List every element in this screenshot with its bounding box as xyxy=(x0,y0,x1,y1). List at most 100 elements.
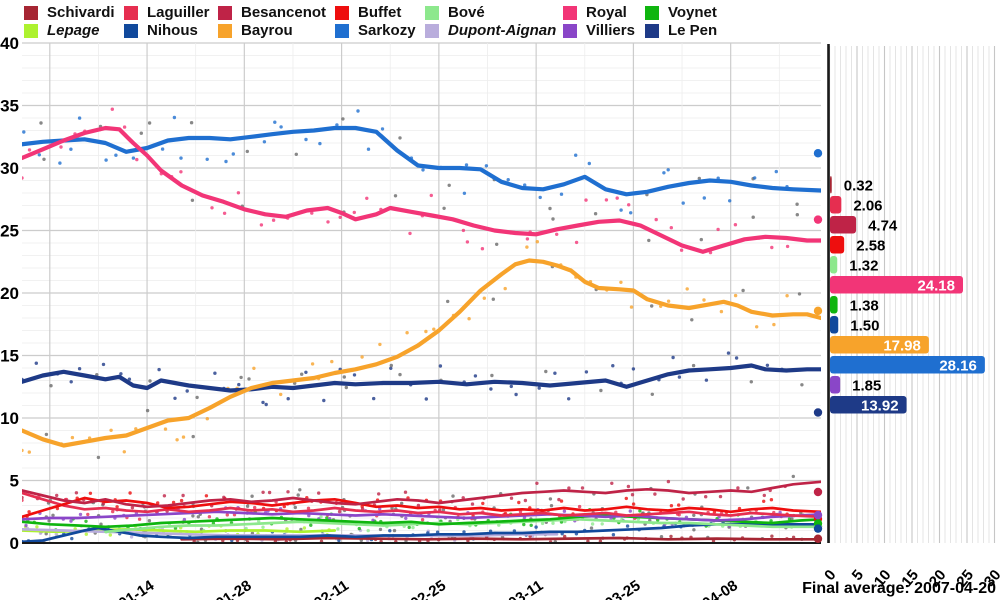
scatter-point-bayrou xyxy=(109,428,113,432)
scatter-point-bayrou xyxy=(755,325,759,329)
legend-label-besancenot: Besancenot xyxy=(241,4,327,21)
x-tick-label: 2007-04-08 xyxy=(667,577,741,600)
scatter-point-royal xyxy=(593,212,598,216)
scatter-point-buffet xyxy=(549,504,554,508)
scatter-point-sarkozy xyxy=(189,121,194,125)
scatter-point-bayrou xyxy=(491,297,495,301)
final-bar-voynet xyxy=(830,296,838,314)
scatter-point-sarkozy xyxy=(179,156,183,160)
scatter-point-royal xyxy=(495,242,499,246)
scatter-point-bayrou xyxy=(279,392,283,397)
scatter-point-buffet xyxy=(128,491,132,495)
scatter-point-bayrou xyxy=(360,355,364,359)
scatter-point-bayrou xyxy=(424,329,428,334)
scatter-point-bayrou xyxy=(785,294,789,298)
scatter-point-bayrou xyxy=(389,363,393,368)
scatter-point-sarkozy xyxy=(39,121,43,125)
scatter-point-sarkozy xyxy=(559,192,564,196)
scatter-point-voynet xyxy=(84,519,88,523)
scatter-point-sarkozy xyxy=(666,168,670,172)
y-axis-labels: 0 5 10 15 20 25 30 35 40 xyxy=(0,34,19,553)
scatter-point-besancenot xyxy=(74,491,79,495)
scatter-point-lepen xyxy=(704,378,709,382)
scatter-point-royal xyxy=(236,191,241,195)
scatter-point-buffet xyxy=(631,502,636,506)
scatter-point-bayrou xyxy=(467,317,471,321)
scatter-point-lepen xyxy=(264,402,268,407)
scatter-point-bayrou xyxy=(310,362,315,366)
legend-label-villiers: Villiers xyxy=(586,22,635,39)
scatter-point-royal xyxy=(584,198,588,202)
scatter-point-lepen xyxy=(473,374,478,378)
scatter-point-buffet xyxy=(156,501,160,505)
scatter-point-buffet xyxy=(88,491,93,495)
scatter-point-voynet xyxy=(211,521,216,525)
scatter-point-lepage xyxy=(35,525,39,529)
scatter-point-laguiller xyxy=(86,512,90,517)
scatter-point-nihous xyxy=(692,528,696,532)
result-dot-lepen xyxy=(813,408,823,417)
final-bar-lepen xyxy=(830,396,907,414)
legend-label-schivardi: Schivardi xyxy=(47,4,115,21)
scatter-point-buffet xyxy=(400,501,404,505)
scatter-point-besancenot xyxy=(317,491,321,495)
scatter-point-royal xyxy=(699,237,703,242)
scatter-point-bove xyxy=(590,522,595,526)
scatter-point-bayrou xyxy=(719,309,724,314)
final-bar-nihous xyxy=(830,316,839,334)
scatter-point-voynet xyxy=(191,514,195,518)
scatter-point-bayrou xyxy=(619,280,623,284)
result-dot-royal xyxy=(813,215,823,224)
x-tick-label: 2007-03-25 xyxy=(570,577,644,600)
final-panel-grid xyxy=(828,46,996,543)
final-bar-besancenot xyxy=(830,216,857,234)
election-result-dots xyxy=(813,149,823,543)
y-tick-label: 10 xyxy=(0,409,19,428)
scatter-point-buffet xyxy=(624,496,628,501)
legend-item-dupont_aignan: Dupont-Aignan xyxy=(425,23,556,39)
scatter-point-royal xyxy=(259,223,264,227)
legend-swatch-voynet xyxy=(645,6,659,20)
scatter-point-lepen xyxy=(567,397,571,401)
y-tick-label: 40 xyxy=(0,34,19,53)
scatter-point-royal xyxy=(326,220,330,224)
legend-item-besancenot: Besancenot xyxy=(218,5,326,21)
scatter-point-besancenot xyxy=(162,494,167,498)
trend-line-sarkozy xyxy=(22,125,821,197)
scatter-point-royal xyxy=(574,240,579,245)
scatter-point-lepen xyxy=(49,384,53,388)
legend-label-nihous: Nihous xyxy=(147,22,198,39)
scatter-point-bove xyxy=(600,522,604,526)
scatter-point-voynet xyxy=(99,522,103,526)
scatter-point-besancenot xyxy=(567,486,571,490)
trend-line-besancenot xyxy=(22,480,821,509)
final-bar-value-sarkozy: 28.16 xyxy=(939,357,977,374)
scatter-point-sarkozy xyxy=(538,195,542,200)
scatter-point-villiers xyxy=(182,517,187,522)
scatter-point-sarkozy xyxy=(273,120,277,124)
scatter-royal xyxy=(22,107,799,255)
scatter-point-sarkozy xyxy=(245,149,249,154)
legend-label-lepen: Le Pen xyxy=(668,22,718,39)
scatter-point-royal xyxy=(461,228,466,233)
scatter-point-sarkozy xyxy=(294,152,298,156)
scatter-point-bayrou xyxy=(96,455,101,460)
scatter-point-buffet xyxy=(769,498,774,502)
scatter-point-bove xyxy=(551,521,555,525)
legend-swatch-bove xyxy=(425,6,439,20)
final-bar-value-lepen: 13.92 xyxy=(861,397,899,414)
scatter-point-bove xyxy=(366,528,370,533)
scatter-point-lepen xyxy=(286,397,290,401)
scatter-point-royal xyxy=(139,131,143,135)
scatter-point-voynet xyxy=(47,519,51,523)
scatter-point-bayrou xyxy=(145,408,150,413)
scatter-point-lepen xyxy=(544,369,548,374)
scatter-point-sarkozy xyxy=(421,168,425,172)
scatter-point-lepen xyxy=(372,396,376,401)
scatter-point-besancenot xyxy=(736,486,740,490)
scatter-point-bayrou xyxy=(432,327,436,331)
scatter-point-lepage xyxy=(299,527,303,532)
scatter-point-sarkozy xyxy=(356,109,360,113)
scatter-point-buffet xyxy=(115,505,119,509)
scatter-point-sarkozy xyxy=(131,156,136,160)
